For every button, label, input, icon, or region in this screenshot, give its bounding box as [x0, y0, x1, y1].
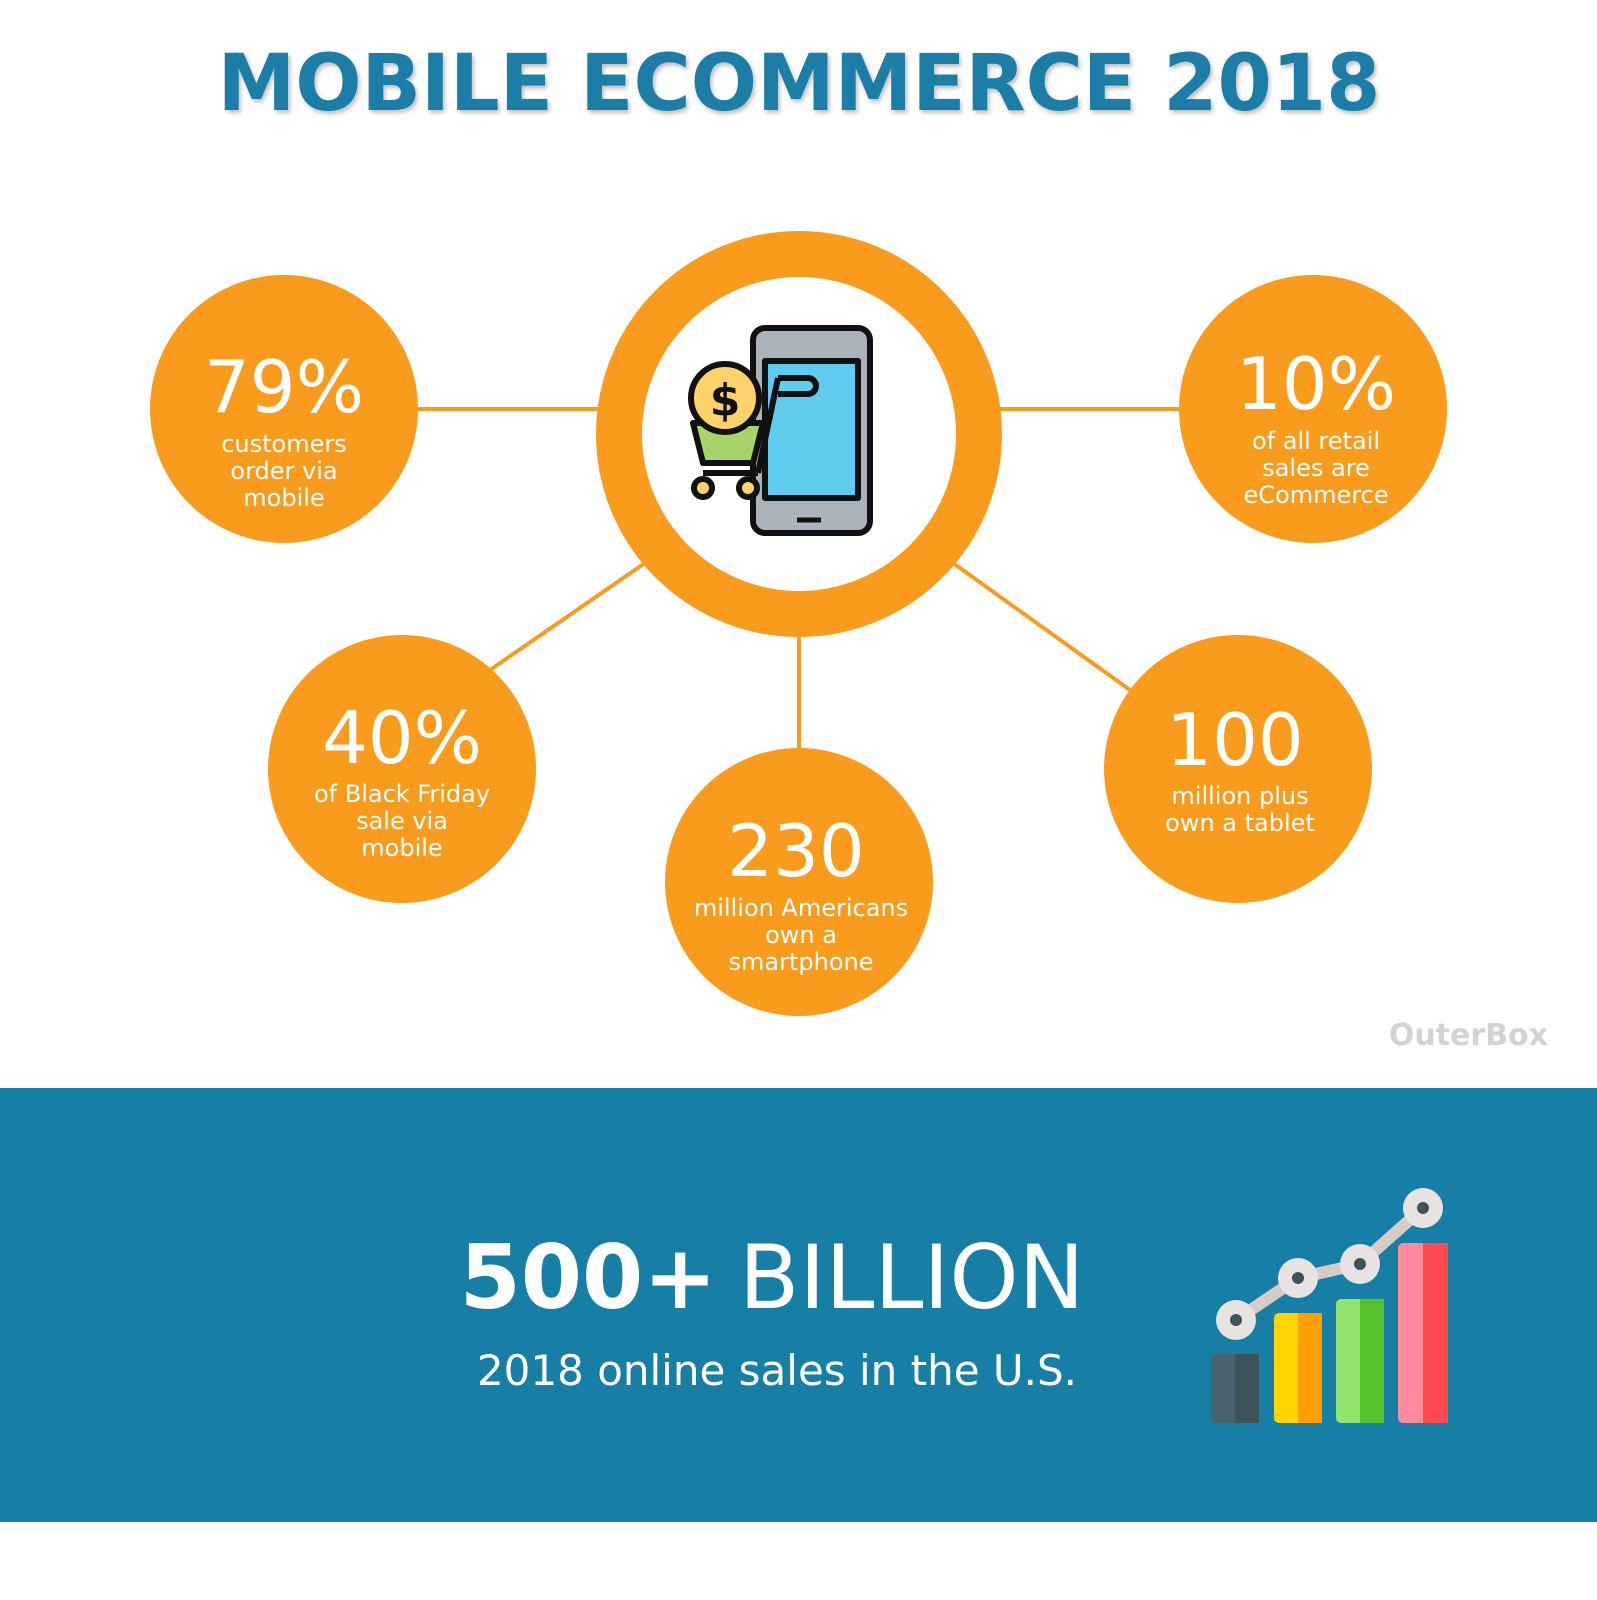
growth-bar-chart-icon: [1211, 1188, 1448, 1423]
stat-text: sales are: [1262, 454, 1370, 482]
connectors: [410, 407, 1185, 750]
stat-value: 10%: [1236, 342, 1396, 426]
page-title: MOBILE ECOMMERCE 2018: [218, 39, 1381, 129]
stat-value: 79%: [204, 345, 364, 429]
stat-value: 100: [1166, 698, 1303, 782]
stat-circle: [1104, 635, 1372, 903]
banner-subtitle: 2018 online sales in the U.S.: [477, 1346, 1077, 1395]
stat-text: sale via: [356, 807, 448, 835]
stat-text: smartphone: [729, 948, 874, 976]
stat-circle: [1179, 275, 1447, 543]
connector-40: [488, 561, 647, 672]
stat-circle: [150, 275, 418, 543]
stat-value: 230: [727, 809, 864, 893]
stat-text: million Americans: [694, 894, 908, 922]
stat-text: mobile: [243, 484, 324, 512]
stat-circle: [268, 635, 536, 903]
stat-text: own a tablet: [1165, 809, 1315, 837]
svg-text:$: $: [710, 375, 741, 426]
stat-circle: [665, 748, 933, 1016]
stat-text: customers: [221, 430, 347, 458]
stat-text: eCommerce: [1243, 481, 1388, 509]
stat-230: 230 million Americans own a smartphone: [665, 748, 933, 1016]
stat-10: 10% of all retail sales are eCommerce: [1179, 275, 1447, 543]
stat-text: mobile: [361, 834, 442, 862]
banner-headline: 500+ BILLION: [460, 1226, 1085, 1329]
brand-watermark: OuterBox: [1389, 1018, 1548, 1053]
stat-value: 40%: [322, 696, 482, 780]
stat-text: million plus: [1171, 782, 1308, 810]
smartphone-shopping-cart-dollar-icon: $: [688, 325, 873, 536]
stat-79: 79% customers order via mobile: [150, 275, 418, 543]
stat-text: order via: [230, 457, 337, 485]
stat-40: 40% of Black Friday sale via mobile: [268, 635, 536, 903]
connector-100: [951, 561, 1132, 692]
stat-text: of Black Friday: [314, 780, 490, 808]
headline-unit: BILLION: [739, 1226, 1084, 1329]
headline-number: 500+: [460, 1226, 717, 1329]
stat-text: of all retail: [1252, 427, 1380, 455]
stat-text: own a: [765, 921, 837, 949]
banner: [0, 1088, 1597, 1522]
stat-100: 100 million plus own a tablet: [1104, 635, 1372, 903]
